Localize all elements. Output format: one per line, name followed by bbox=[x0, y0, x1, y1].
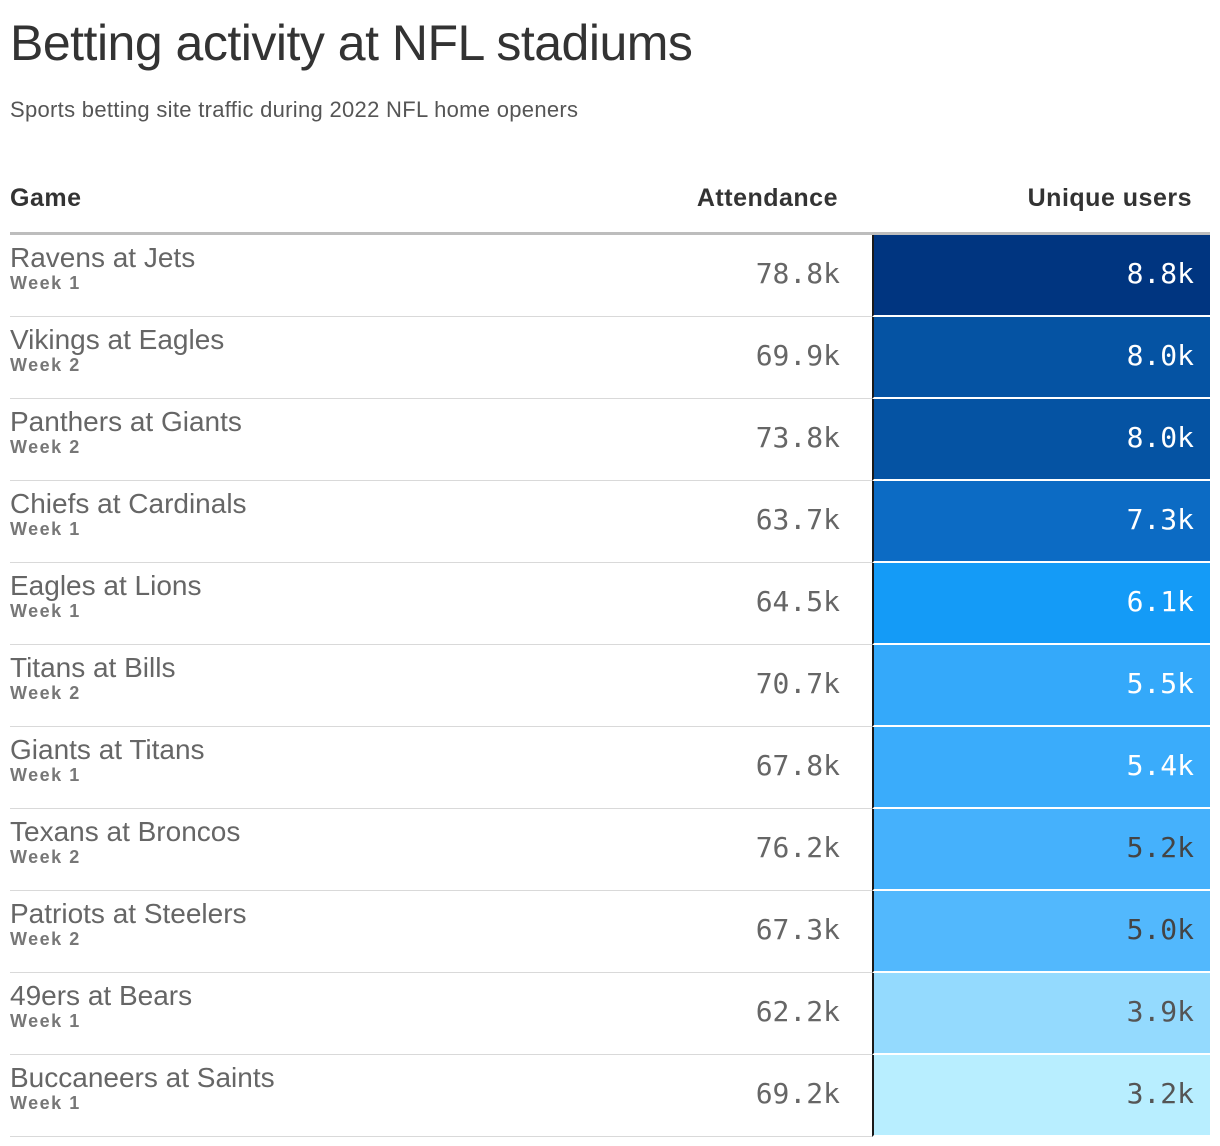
table-row: Ravens at Jets Week 1 78.8k 8.8k bbox=[10, 235, 1210, 317]
game-week: Week 1 bbox=[10, 601, 81, 621]
unique-users-value: 8.0k bbox=[1126, 421, 1194, 454]
game-week: Week 1 bbox=[10, 1093, 81, 1113]
game-week: Week 2 bbox=[10, 683, 81, 703]
row-divider bbox=[10, 480, 872, 481]
attendance-value: 69.9k bbox=[755, 339, 840, 372]
column-header-game: Game bbox=[10, 184, 82, 212]
unique-users-cell: 5.2k bbox=[872, 809, 1210, 891]
unique-users-value: 5.2k bbox=[1126, 831, 1194, 864]
table-row: Vikings at Eagles Week 2 69.9k 8.0k bbox=[10, 317, 1210, 399]
table-body: Ravens at Jets Week 1 78.8k 8.8k Vikings at … bbox=[10, 235, 1210, 1137]
unique-users-cell: 5.5k bbox=[872, 645, 1210, 727]
game-name: Patriots at Steelers bbox=[10, 898, 247, 929]
attendance-value: 73.8k bbox=[755, 421, 840, 454]
attendance-value: 67.3k bbox=[755, 913, 840, 946]
unique-users-value: 7.3k bbox=[1126, 503, 1194, 536]
game-week: Week 2 bbox=[10, 355, 81, 375]
game-name: Buccaneers at Saints bbox=[10, 1062, 275, 1093]
attendance-value: 78.8k bbox=[755, 257, 840, 290]
game-name: Eagles at Lions bbox=[10, 570, 202, 601]
table-row: Titans at Bills Week 2 70.7k 5.5k bbox=[10, 645, 1210, 727]
game-week: Week 1 bbox=[10, 765, 81, 785]
game-name: Giants at Titans bbox=[10, 734, 205, 765]
game-name: Panthers at Giants bbox=[10, 406, 242, 437]
unique-users-cell: 8.8k bbox=[872, 235, 1210, 317]
table-row: Eagles at Lions Week 1 64.5k 6.1k bbox=[10, 563, 1210, 645]
attendance-value: 76.2k bbox=[755, 831, 840, 864]
unique-users-value: 8.0k bbox=[1126, 339, 1194, 372]
game-week: Week 2 bbox=[10, 847, 81, 867]
unique-users-cell: 6.1k bbox=[872, 563, 1210, 645]
attendance-value: 69.2k bbox=[755, 1077, 840, 1110]
unique-users-value: 5.5k bbox=[1126, 667, 1194, 700]
game-name: Texans at Broncos bbox=[10, 816, 241, 847]
game-name: Ravens at Jets bbox=[10, 242, 196, 273]
unique-users-cell: 3.9k bbox=[872, 973, 1210, 1055]
column-header-unique-users: Unique users bbox=[1027, 184, 1192, 212]
unique-users-cell: 5.4k bbox=[872, 727, 1210, 809]
attendance-value: 62.2k bbox=[755, 995, 840, 1028]
chart-title: Betting activity at NFL stadiums bbox=[10, 15, 693, 71]
table-header: Game Attendance Unique users bbox=[10, 180, 1210, 235]
row-divider bbox=[10, 644, 872, 645]
table-row: Texans at Broncos Week 2 76.2k 5.2k bbox=[10, 809, 1210, 891]
attendance-value: 63.7k bbox=[755, 503, 840, 536]
unique-users-cell: 5.0k bbox=[872, 891, 1210, 973]
unique-users-value: 3.2k bbox=[1126, 1077, 1194, 1110]
game-name: 49ers at Bears bbox=[10, 980, 193, 1011]
unique-users-value: 3.9k bbox=[1126, 995, 1194, 1028]
attendance-value: 70.7k bbox=[755, 667, 840, 700]
attendance-value: 67.8k bbox=[755, 749, 840, 782]
game-week: Week 2 bbox=[10, 437, 81, 457]
unique-users-value: 5.0k bbox=[1126, 913, 1194, 946]
row-divider bbox=[10, 398, 872, 399]
unique-users-value: 5.4k bbox=[1126, 749, 1194, 782]
table-row: Patriots at Steelers Week 2 67.3k 5.0k bbox=[10, 891, 1210, 973]
unique-users-value: 8.8k bbox=[1126, 257, 1194, 290]
game-week: Week 2 bbox=[10, 929, 81, 949]
attendance-value: 64.5k bbox=[755, 585, 840, 618]
game-name: Chiefs at Cardinals bbox=[10, 488, 247, 519]
table-row: 49ers at Bears Week 1 62.2k 3.9k bbox=[10, 973, 1210, 1055]
row-divider bbox=[10, 808, 872, 809]
game-name: Vikings at Eagles bbox=[10, 324, 225, 355]
game-week: Week 1 bbox=[10, 1011, 81, 1031]
table-row: Buccaneers at Saints Week 1 69.2k 3.2k bbox=[10, 1055, 1210, 1137]
chart-subtitle: Sports betting site traffic during 2022 … bbox=[10, 97, 579, 122]
game-week: Week 1 bbox=[10, 519, 81, 539]
game-week: Week 1 bbox=[10, 273, 81, 293]
unique-users-cell: 8.0k bbox=[872, 399, 1210, 481]
unique-users-cell: 3.2k bbox=[872, 1055, 1210, 1137]
column-header-attendance: Attendance bbox=[696, 184, 838, 212]
row-divider bbox=[10, 726, 872, 727]
table-row: Giants at Titans Week 1 67.8k 5.4k bbox=[10, 727, 1210, 809]
table-row: Chiefs at Cardinals Week 1 63.7k 7.3k bbox=[10, 481, 1210, 563]
row-divider bbox=[10, 1054, 872, 1055]
row-divider bbox=[10, 1136, 872, 1137]
unique-users-cell: 7.3k bbox=[872, 481, 1210, 563]
row-divider bbox=[10, 972, 872, 973]
unique-users-cell: 8.0k bbox=[872, 317, 1210, 399]
game-name: Titans at Bills bbox=[10, 652, 176, 683]
row-divider bbox=[10, 562, 872, 563]
row-divider bbox=[10, 890, 872, 891]
table-row: Panthers at Giants Week 2 73.8k 8.0k bbox=[10, 399, 1210, 481]
unique-users-value: 6.1k bbox=[1126, 585, 1194, 618]
row-divider bbox=[10, 316, 872, 317]
